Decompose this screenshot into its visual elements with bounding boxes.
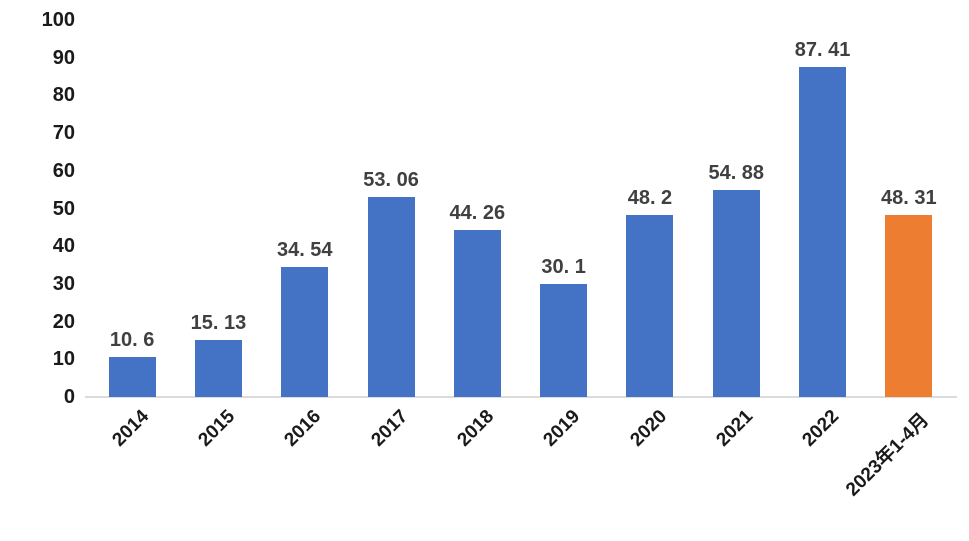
bar-2021 [712, 190, 760, 397]
data-label-2022: 87. 41 [794, 39, 851, 62]
bar-2019 [540, 283, 588, 397]
x-axis-tick-label: 2015 [194, 406, 240, 451]
y-axis-tick-label-90: 90 [52, 46, 75, 69]
bar-2020 [626, 215, 674, 397]
y-axis-tick-label-50: 50 [52, 197, 75, 220]
data-label-2018: 44. 26 [449, 202, 506, 225]
y-axis-tick-label-20: 20 [52, 310, 75, 333]
data-label-2020: 48. 2 [627, 187, 673, 210]
y-axis-tick-label-100: 100 [41, 9, 75, 31]
data-label-2023年1-4月: 48. 31 [881, 186, 937, 209]
x-axis-tick-label: 2021 [712, 406, 758, 451]
data-label-2014: 10. 6 [109, 329, 155, 352]
y-axis-tick-label-0: 0 [63, 386, 75, 408]
data-label-2016: 34. 54 [276, 238, 333, 261]
bar-2016 [281, 266, 329, 397]
y-axis-tick-label-60: 60 [52, 159, 75, 182]
bar-2017 [367, 196, 415, 397]
x-axis-tick-label: 2022 [798, 406, 844, 451]
y-axis-tick-label-40: 40 [52, 235, 75, 258]
x-axis-baseline [85, 396, 957, 398]
x-axis-tick-label: 2014 [108, 406, 153, 451]
x-axis-tick-label: 2018 [453, 406, 499, 451]
data-label-2021: 54. 88 [708, 162, 765, 185]
bar-2022 [799, 67, 847, 397]
x-axis-tick-label: 2017 [367, 406, 412, 451]
x-axis-tick-label: 2019 [539, 406, 585, 451]
data-label-2017: 53. 06 [363, 168, 419, 191]
bar-2018 [453, 230, 501, 397]
x-axis-tick-label: 2020 [626, 406, 671, 451]
y-axis-tick-label-70: 70 [52, 122, 75, 145]
y-axis-tick-label-80: 80 [52, 84, 75, 107]
y-axis-tick-label-30: 30 [52, 272, 75, 295]
y-axis-tick-label-10: 10 [52, 348, 75, 371]
bar-2014 [108, 357, 156, 397]
bar-2015 [194, 339, 242, 397]
data-label-2019: 30. 1 [541, 255, 586, 278]
data-label-2015: 15. 13 [190, 311, 247, 334]
x-axis-tick-label: 2023年1-4月 [842, 409, 934, 501]
bar-2023年1-4月 [885, 214, 933, 397]
x-axis-tick-label: 2016 [280, 406, 326, 451]
